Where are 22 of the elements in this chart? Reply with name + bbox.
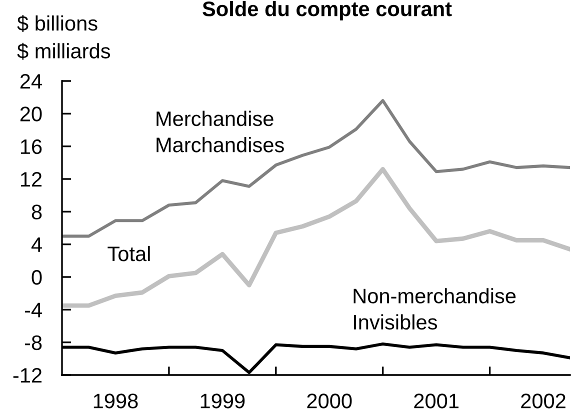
chart-title: Solde du compte courant xyxy=(202,1,452,20)
series-label: Non-merchandise Invisibles xyxy=(354,288,516,330)
series-label: Merchandise Marchandises xyxy=(156,110,284,152)
x-tick-label: 2001 xyxy=(414,394,458,408)
y-tick-label: 4 xyxy=(31,238,42,252)
y-tick-label: -4 xyxy=(24,302,42,318)
x-tick-label: 2000 xyxy=(307,394,352,408)
line-series xyxy=(62,166,570,308)
x-tick-label: 2002 xyxy=(521,394,566,408)
y-tick-label: 12 xyxy=(20,172,42,187)
series-label: Total xyxy=(108,246,150,262)
y-tick-label: -12 xyxy=(13,368,42,383)
y-tick-label: 8 xyxy=(32,204,42,220)
y-tick-label: 0 xyxy=(32,270,42,285)
y-tick-label: -8 xyxy=(24,335,42,350)
y-tick-label: 24 xyxy=(20,74,42,89)
y-tick-label: 20 xyxy=(20,106,42,122)
y-axis-title: $ billions $ milliards xyxy=(17,15,110,60)
x-tick-label: 1999 xyxy=(200,394,245,408)
x-tick-label: 1998 xyxy=(94,394,138,408)
y-tick-label: 16 xyxy=(20,139,42,154)
line-series xyxy=(62,99,570,238)
